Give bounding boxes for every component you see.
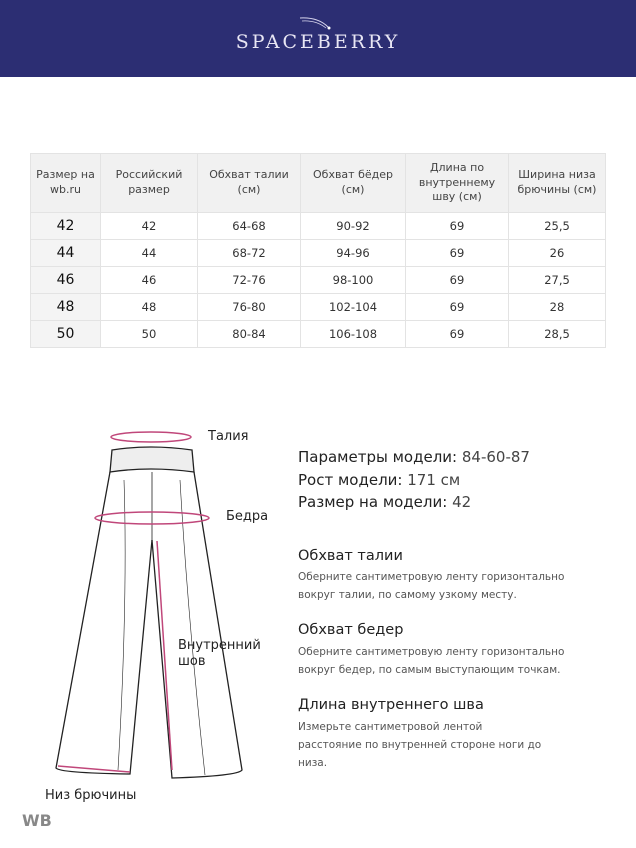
table-cell: 50 [30,320,101,348]
model-height: Рост модели: 171 см [298,471,461,489]
logo: SPACEBERRY [236,16,401,53]
table-row: 46 46 72-76 98-100 69 27,5 [30,266,606,294]
col-header: Обхват бёдер (см) [300,153,406,213]
instruction-text: Измерьте сантиметровой лентой расстояние… [298,721,542,769]
instruction-text: Оберните сантиметровую ленту горизонталь… [298,646,565,676]
table-cell: 25,5 [508,212,606,240]
table-cell: 90-92 [300,212,406,240]
label-waist: Талия [208,429,249,444]
table-cell: 48 [30,293,101,321]
brand-header: SPACEBERRY [0,0,636,77]
table-cell: 106-108 [300,320,406,348]
instruction-title: Обхват талии [298,548,403,564]
table-cell: 76-80 [197,293,301,321]
table-cell: 80-84 [197,320,301,348]
table-cell: 68-72 [197,239,301,267]
table-row: 42 42 64-68 90-92 69 25,5 [30,212,606,240]
table-cell: 50 [100,320,198,348]
table-cell: 46 [30,266,101,294]
col-header: Размер на wb.ru [30,153,101,213]
instruction-text: Оберните сантиметровую ленту горизонталь… [298,571,565,601]
table-cell: 69 [405,320,509,348]
table-cell: 72-76 [197,266,301,294]
inseam-measure-line [156,540,173,771]
table-cell: 44 [30,239,101,267]
table-cell: 69 [405,293,509,321]
table-row: 48 48 76-80 102-104 69 28 [30,293,606,321]
pants-outline [55,446,243,779]
table-cell: 48 [100,293,198,321]
model-size: Размер на модели: 42 [298,493,472,511]
label-hips: Бедра [226,509,269,524]
table-cell: 98-100 [300,266,406,294]
wb-watermark: WB [22,811,52,830]
hips-measure-line [94,511,210,525]
table-row: 50 50 80-84 106-108 69 28,5 [30,320,606,348]
table-cell: 28,5 [508,320,606,348]
instruction-title: Длина внутреннего шва [298,697,484,713]
model-params: Параметры модели: 84-60-87 [298,448,530,466]
label-inseam: Внутренний шов [178,638,261,669]
col-header: Обхват талии (см) [197,153,301,213]
hem-measure-line [57,765,131,773]
label-hem: Низ брючины [45,788,137,803]
col-header: Ширина низа брючины (см) [508,153,606,213]
table-cell: 28 [508,293,606,321]
waist-measure-line [110,431,192,443]
table-cell: 26 [508,239,606,267]
table-cell: 69 [405,212,509,240]
col-header: Длина по внутреннему шву (см) [405,153,509,213]
shooting-star-icon [299,16,331,29]
instruction-title: Обхват бедер [298,622,404,638]
size-table: Размер на wb.ru Российский размер Обхват… [30,153,606,348]
table-cell: 102-104 [300,293,406,321]
